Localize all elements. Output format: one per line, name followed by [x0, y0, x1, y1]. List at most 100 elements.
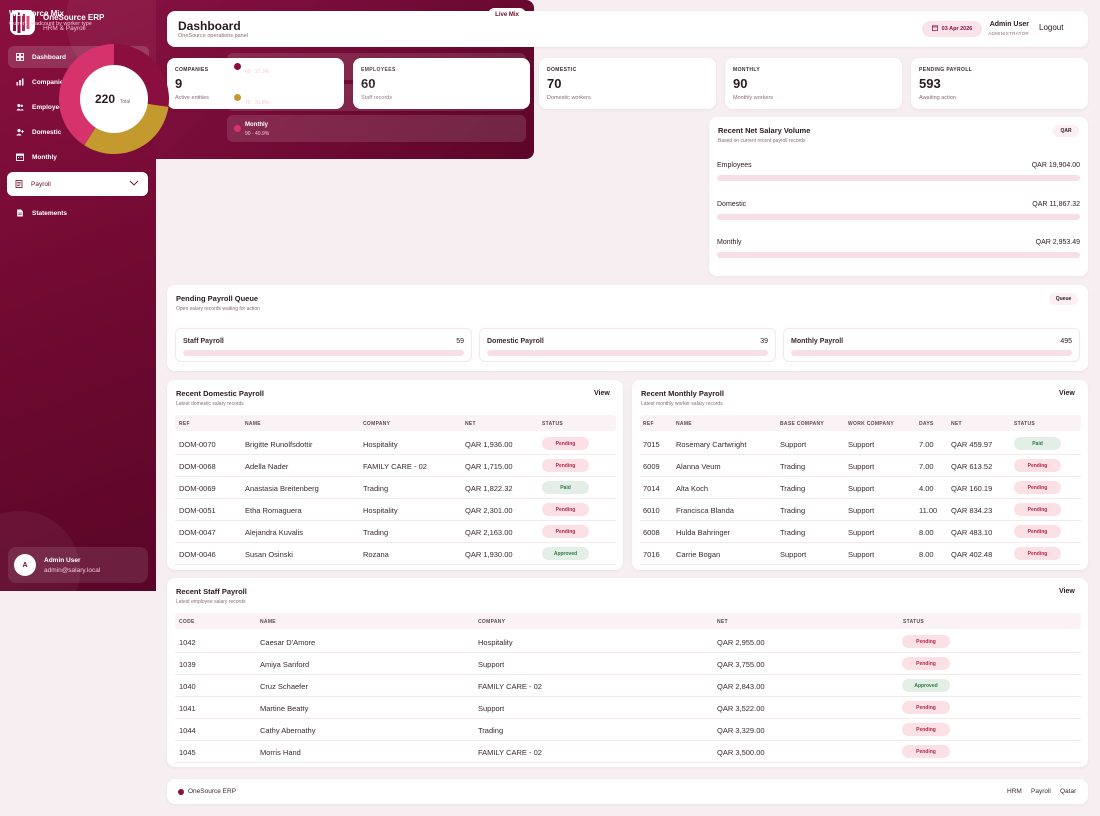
workforce-donut-chart: 220 Total: [59, 44, 169, 154]
sidebar-item-monthly[interactable]: Monthly: [8, 146, 149, 168]
queue-item-monthly[interactable]: Monthly Payroll 495: [783, 328, 1080, 362]
table-row[interactable]: DOM-0068 Adella Nader FAMILY CARE - 02 QAR …: [175, 455, 616, 477]
legend-label: Monthly: [245, 122, 268, 128]
monthly-title: Recent Monthly Payroll: [641, 389, 724, 398]
table-row[interactable]: DOM-0046 Susan Osinski Rozana QAR 1,930.00 A…: [175, 543, 616, 565]
footer-link-qatar[interactable]: Qatar: [1060, 788, 1077, 795]
table-cell: Adella Nader: [245, 462, 289, 471]
logout-button[interactable]: Logout: [1039, 23, 1064, 32]
status-badge: Pending: [1014, 481, 1061, 494]
table-row[interactable]: 7015 Rosemary Cartwright Support Support 7.0…: [640, 433, 1081, 455]
table-cell: Susan Osinski: [245, 550, 293, 559]
sidebar-item-employees[interactable]: Employees: [8, 96, 149, 118]
table-row[interactable]: 1039 Amiya Sanford Support QAR 3,755.00 Pend…: [175, 653, 1081, 675]
sidebar-item-domestic[interactable]: Domestic: [8, 121, 149, 143]
stat-note: Domestic workers: [547, 95, 591, 101]
queue-count: 495: [1060, 338, 1072, 345]
queue-button[interactable]: Queue: [1049, 293, 1078, 305]
table-row[interactable]: DOM-0069 Anastasia Breitenberg Trading QAR …: [175, 477, 616, 499]
table-row[interactable]: 1040 Cruz Schaefer FAMILY CARE - 02 QAR 2,8…: [175, 675, 1081, 697]
stat-label: PENDING PAYROLL: [919, 67, 973, 73]
table-row[interactable]: DOM-0070 Brigitte Runolfsdottir Hospitalit…: [175, 433, 616, 455]
user-card[interactable]: A Admin User admin@salary.local: [8, 547, 148, 583]
monthly-payroll-card: Recent Monthly Payroll Latest monthly wo…: [632, 380, 1088, 570]
staff-view-button[interactable]: View: [1059, 588, 1075, 595]
sidebar-item-statements[interactable]: Statements: [8, 202, 149, 224]
table-header: REF NAME COMPANY NET STATUS: [175, 415, 616, 431]
table-row[interactable]: 1045 Morris Hand FAMILY CARE - 02 QAR 3,500…: [175, 741, 1081, 763]
top-header: Dashboard OneSource operations panel 03 …: [167, 11, 1088, 47]
table-cell: Trading: [363, 484, 389, 493]
table-row[interactable]: 7016 Carrie Bogan Support Support 8.00 QAR 40…: [640, 543, 1081, 565]
sidebar-item-companies[interactable]: Companies: [8, 71, 149, 93]
table-cell: 8.00: [919, 528, 934, 537]
stat-note: Active entities: [175, 95, 209, 101]
sidebar-item-label: Employees: [32, 103, 67, 111]
salary-volume-card: Recent Net Salary Volume Based on curren…: [709, 117, 1088, 276]
status-badge: Pending: [542, 503, 589, 516]
table-row[interactable]: 1044 Cathy Abernathy Trading QAR 3,329.00 Pe…: [175, 719, 1081, 741]
current-date: 03 Apr 2026: [941, 26, 973, 32]
column-header: NET: [465, 421, 476, 427]
queue-count: 59: [456, 338, 464, 345]
salary-bar: [717, 214, 1080, 220]
table-header: REF NAME BASE COMPANY WORK COMPANY DAYS …: [640, 415, 1081, 431]
column-header: WORK COMPANY: [848, 421, 895, 427]
sidebar-item-payroll[interactable]: Payroll: [7, 172, 148, 196]
table-cell: Etha Romaguera: [245, 506, 302, 515]
grid-icon: [16, 53, 24, 61]
stat-note: Awaiting action: [919, 95, 956, 101]
salary-label: Domestic: [717, 201, 747, 208]
salary-title: Recent Net Salary Volume: [718, 126, 811, 135]
table-row[interactable]: 1042 Caesar D'Amore Hospitality QAR 2,955.0…: [175, 631, 1081, 653]
legend-label: Domestic: [245, 91, 273, 97]
table-row[interactable]: 7014 Alta Koch Trading Support 4.00 QAR 160.1…: [640, 477, 1081, 499]
table-cell: QAR 160.19: [951, 484, 993, 493]
domestic-title: Recent Domestic Payroll: [176, 389, 264, 398]
table-cell: FAMILY CARE - 02: [363, 462, 427, 471]
stat-value: 9: [175, 76, 183, 91]
table-cell: 1041: [179, 704, 196, 713]
table-cell: Cathy Abernathy: [260, 726, 316, 735]
table-row[interactable]: 6010 Francisca Blanda Trading Support 11.00 Q…: [640, 499, 1081, 521]
table-cell: Trading: [780, 484, 806, 493]
live-mix-button[interactable]: Live Mix: [488, 8, 526, 21]
brand[interactable]: OneSource ERP HRM & Payroll: [10, 10, 104, 35]
table-cell: Hospitality: [363, 506, 398, 515]
legend-item-monthly: Monthly 90 · 40.9%: [227, 115, 526, 142]
sidebar-item-label: Domestic: [32, 128, 62, 136]
monthly-view-button[interactable]: View: [1059, 390, 1075, 397]
page-title: Dashboard: [178, 19, 241, 33]
table-row[interactable]: DOM-0047 Alejandra Kuvalis Trading QAR 2,16…: [175, 521, 616, 543]
queue-item-domestic[interactable]: Domestic Payroll 39: [479, 328, 776, 362]
table-row[interactable]: DOM-0051 Etha Romaguera Hospitality QAR 2,3…: [175, 499, 616, 521]
column-header: STATUS: [542, 421, 564, 427]
currency-badge: QAR: [1053, 125, 1079, 137]
footer-link-payroll[interactable]: Payroll: [1031, 788, 1051, 795]
table-cell: 7015: [643, 440, 660, 449]
column-header: NAME: [260, 619, 276, 625]
table-cell: Trading: [780, 528, 806, 537]
table-cell: 7.00: [919, 440, 934, 449]
queue-item-staff[interactable]: Staff Payroll 59: [175, 328, 472, 362]
legend-dot: [234, 94, 241, 101]
sidebar-item-label: Companies: [32, 78, 68, 86]
table-cell: Support: [848, 550, 875, 559]
footer-link-hrm[interactable]: HRM: [1007, 788, 1022, 795]
table-cell: QAR 2,955.00: [717, 638, 765, 647]
status-badge: Pending: [1014, 503, 1061, 516]
stat-note: Monthly workers: [733, 95, 774, 101]
table-cell: Hospitality: [478, 638, 513, 647]
sidebar-item-label: Dashboard: [32, 53, 66, 61]
table-cell: Hospitality: [363, 440, 398, 449]
table-row[interactable]: 6008 Hulda Bahringer Trading Support 8.00 QAR…: [640, 521, 1081, 543]
users-icon: [16, 103, 24, 111]
stat-card-pending-payroll: PENDING PAYROLL 593 Awaiting action: [911, 58, 1088, 109]
domestic-view-button[interactable]: View: [594, 390, 610, 397]
table-cell: 6008: [643, 528, 660, 537]
table-cell: DOM-0069: [179, 484, 216, 493]
table-cell: QAR 3,522.00: [717, 704, 765, 713]
table-row[interactable]: 6009 Alanna Veum Trading Support 7.00 QAR 613…: [640, 455, 1081, 477]
column-header: NAME: [676, 421, 692, 427]
table-row[interactable]: 1041 Martine Beatty Support QAR 3,522.00 Pen…: [175, 697, 1081, 719]
